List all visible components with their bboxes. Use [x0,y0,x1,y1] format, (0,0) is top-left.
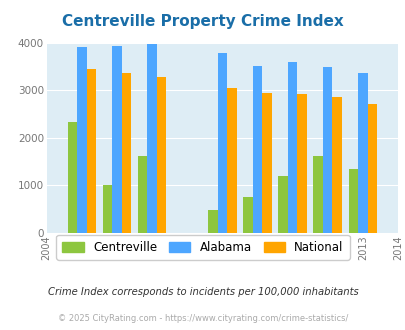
Bar [262,93,271,233]
Text: Centreville Property Crime Index: Centreville Property Crime Index [62,14,343,29]
Bar [147,44,156,233]
Bar [226,88,236,233]
Bar [313,156,322,233]
Bar [367,104,376,233]
Bar [122,73,131,233]
Bar [347,169,357,233]
Bar [243,197,252,233]
Bar [296,94,306,233]
Bar [86,70,96,233]
Bar [207,210,217,233]
Text: © 2025 CityRating.com - https://www.cityrating.com/crime-statistics/: © 2025 CityRating.com - https://www.city… [58,314,347,323]
Bar [67,122,77,233]
Text: Crime Index corresponds to incidents per 100,000 inhabitants: Crime Index corresponds to incidents per… [47,287,358,297]
Bar [332,97,341,233]
Bar [322,67,332,233]
Bar [77,47,86,233]
Bar [287,62,296,233]
Bar [102,185,112,233]
Bar [217,53,226,233]
Bar [357,73,367,233]
Bar [137,156,147,233]
Bar [112,46,122,233]
Bar [156,77,166,233]
Bar [252,66,262,233]
Legend: Centreville, Alabama, National: Centreville, Alabama, National [56,235,349,260]
Bar [277,176,287,233]
